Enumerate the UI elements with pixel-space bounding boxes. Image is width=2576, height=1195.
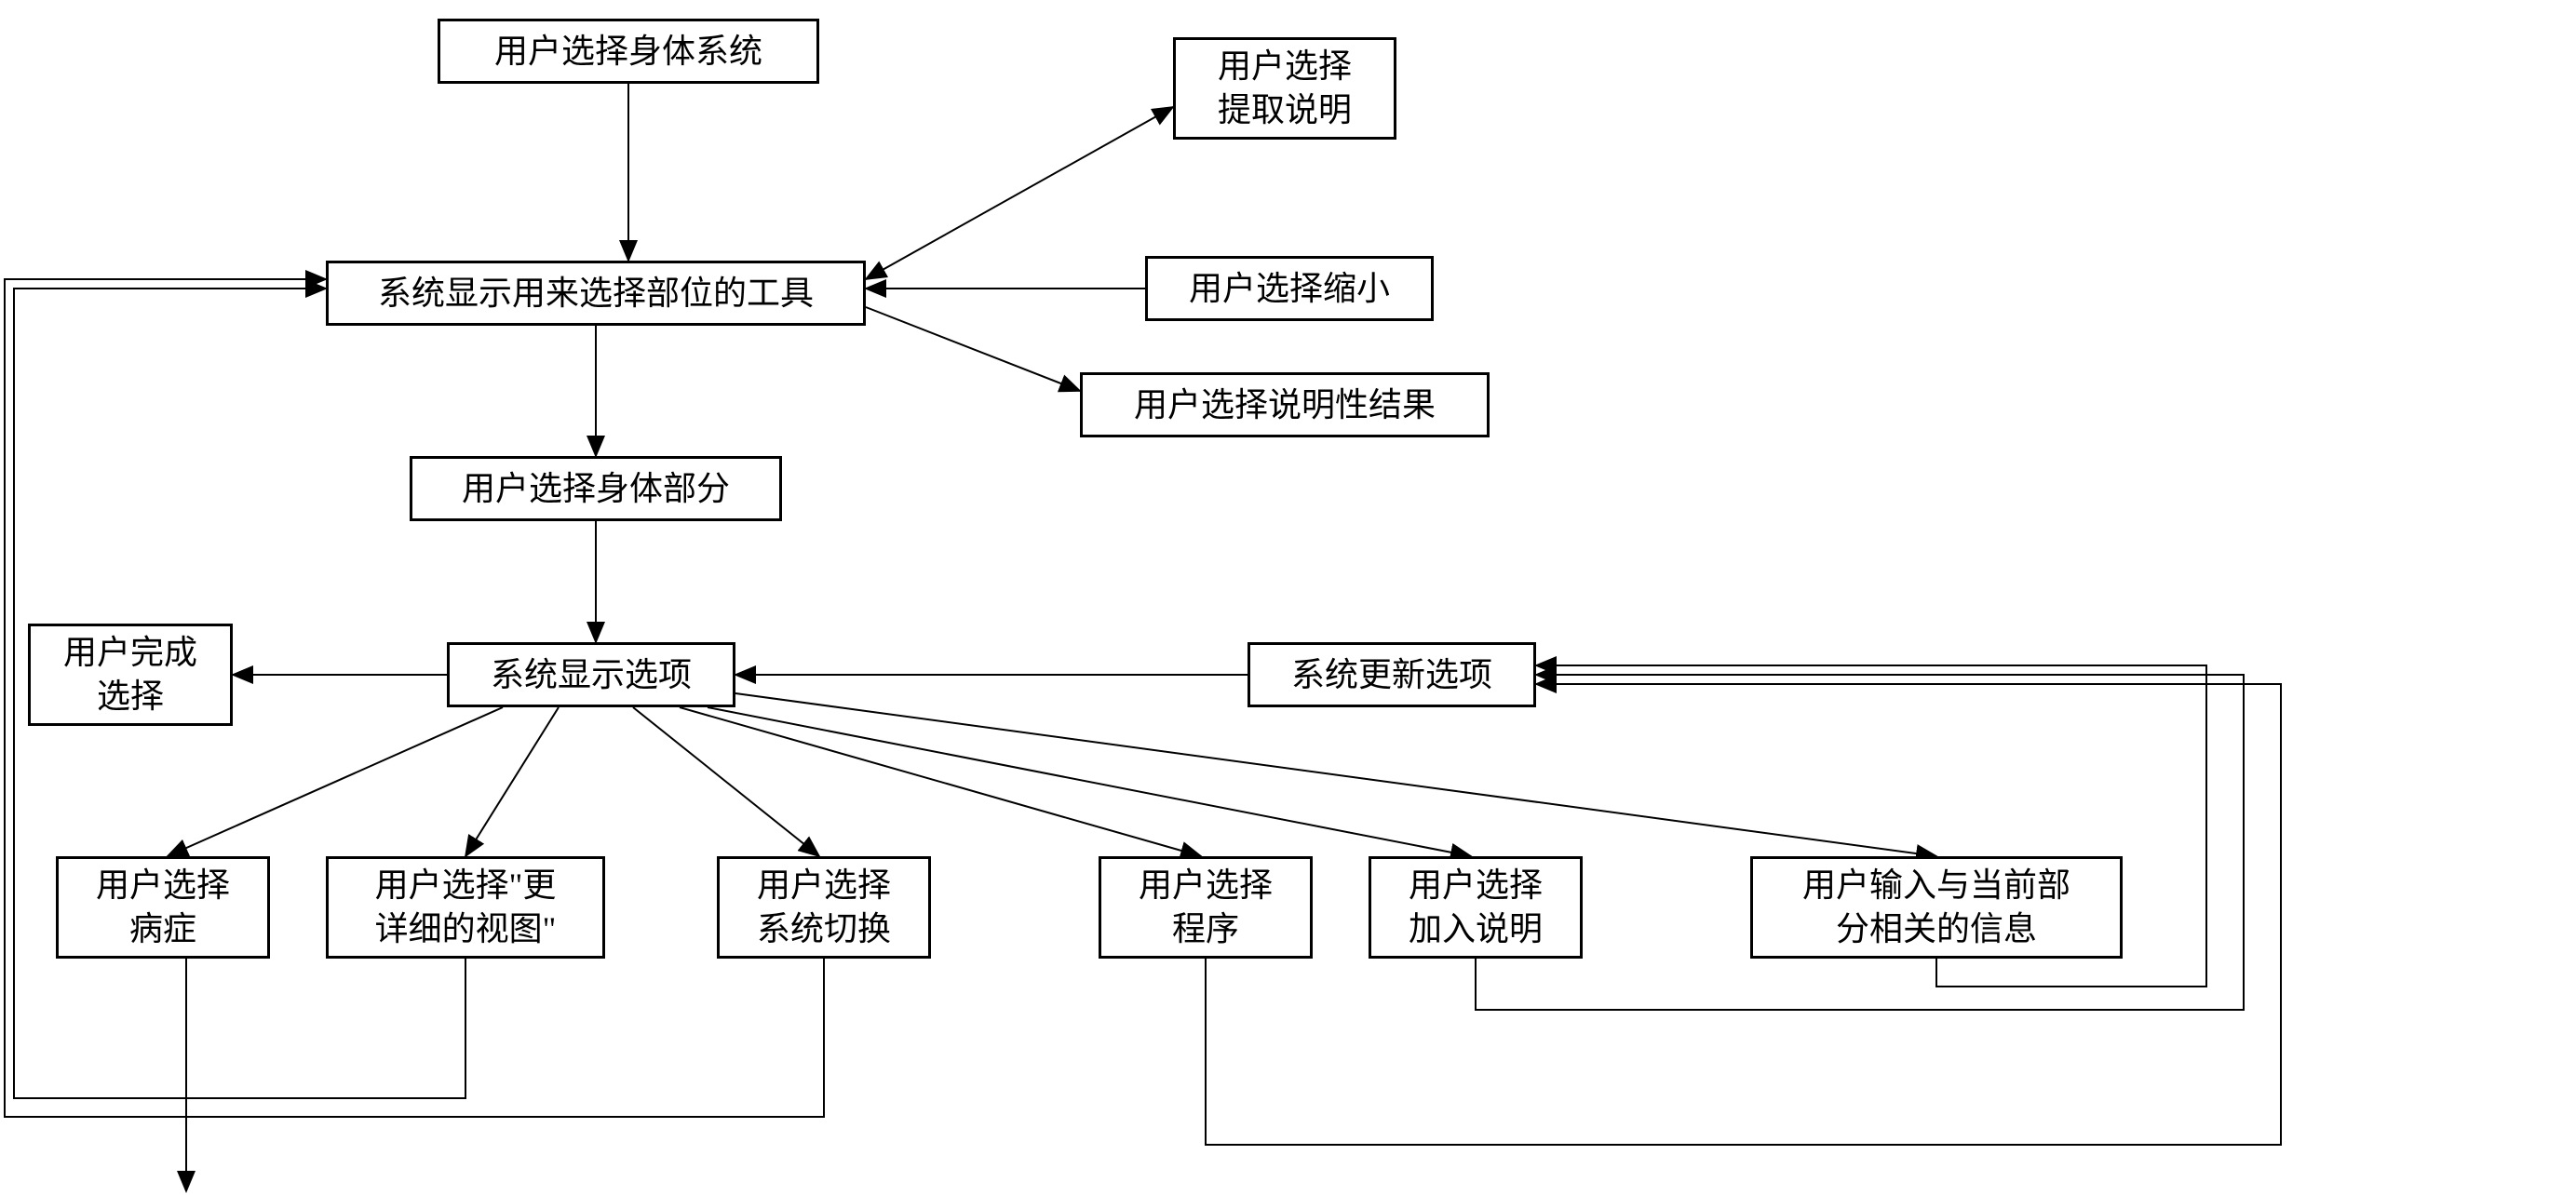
flowchart-edge (866, 307, 1080, 391)
flowchart-node-n10: 用户选择 病症 (56, 856, 270, 959)
flowchart-edge (866, 107, 1173, 279)
flowchart-node-n9: 系统更新选项 (1248, 642, 1536, 707)
flowchart-node-n5: 用户选择说明性结果 (1080, 372, 1490, 437)
flowchart-node-n12: 用户选择 系统切换 (717, 856, 931, 959)
flowchart-edge (708, 707, 1471, 856)
flowchart-node-n13: 用户选择 程序 (1099, 856, 1313, 959)
flowchart-node-n7: 用户完成 选择 (28, 624, 233, 726)
flowchart-node-n4: 用户选择缩小 (1145, 256, 1434, 321)
flowchart-node-n1: 用户选择身体系统 (438, 19, 819, 84)
flowchart-edge (168, 707, 503, 856)
flowchart-node-n14: 用户选择 加入说明 (1369, 856, 1583, 959)
flowchart-node-n11: 用户选择"更 详细的视图" (326, 856, 605, 959)
flowchart-edge (633, 707, 819, 856)
flowchart-node-n15: 用户输入与当前部 分相关的信息 (1750, 856, 2123, 959)
flowchart-edge (1476, 675, 2244, 1010)
flowchart-edge (680, 707, 1201, 856)
flowchart-node-n3: 系统显示用来选择部位的工具 (326, 261, 866, 326)
flowchart-node-n2: 用户选择 提取说明 (1173, 37, 1396, 140)
flowchart-node-n6: 用户选择身体部分 (410, 456, 782, 521)
flowchart-edges (0, 0, 2576, 1195)
flowchart-node-n8: 系统显示选项 (447, 642, 735, 707)
flowchart-edge (465, 707, 559, 856)
flowchart-edge (735, 693, 1936, 856)
